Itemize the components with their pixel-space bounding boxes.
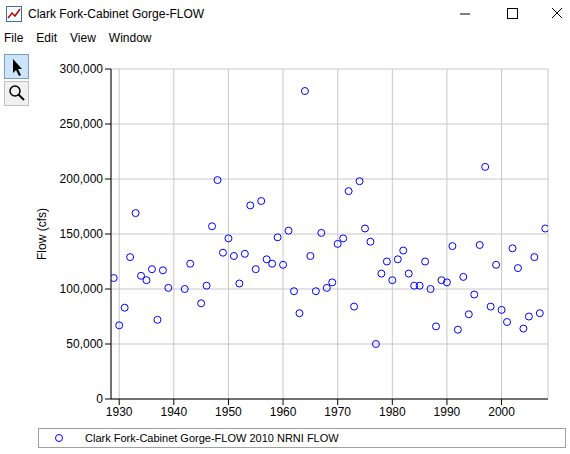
html-text:Clark Fork-Cabinet Gorge-FLOW: Clark Fork-Cabinet Gorge-FLOW 2010 NRNI …	[85, 432, 339, 444]
html-text:Edit: Edit	[36, 31, 57, 45]
svg-text:1950: 1950	[215, 405, 242, 419]
html-text:Flow (cfs): Flow (cfs)	[35, 208, 49, 260]
svg-text:1930: 1930	[106, 405, 133, 419]
svg-text:1990: 1990	[434, 405, 461, 419]
svg-text:100,000: 100,000	[60, 282, 104, 296]
html-text:Window: Window	[108, 31, 152, 45]
svg-text:200,000: 200,000	[60, 172, 104, 186]
html-text:Clark Fork-Cabinet Gorge-FLOW: Clark Fork-Cabinet Gorge-FLOW	[28, 7, 204, 21]
svg-text:150,000: 150,000	[60, 227, 104, 241]
svg-text:1980: 1980	[379, 405, 406, 419]
svg-text:50,000: 50,000	[66, 337, 103, 351]
svg-text:0: 0	[96, 392, 103, 406]
html-text:View: View	[70, 31, 96, 45]
html-text:File: File	[4, 31, 24, 45]
svg-text:2000: 2000	[488, 405, 515, 419]
svg-text:1970: 1970	[324, 405, 351, 419]
svg-text:1940: 1940	[160, 405, 187, 419]
svg-text:250,000: 250,000	[60, 117, 104, 131]
svg-text:300,000: 300,000	[60, 62, 104, 76]
svg-text:1960: 1960	[270, 405, 297, 419]
